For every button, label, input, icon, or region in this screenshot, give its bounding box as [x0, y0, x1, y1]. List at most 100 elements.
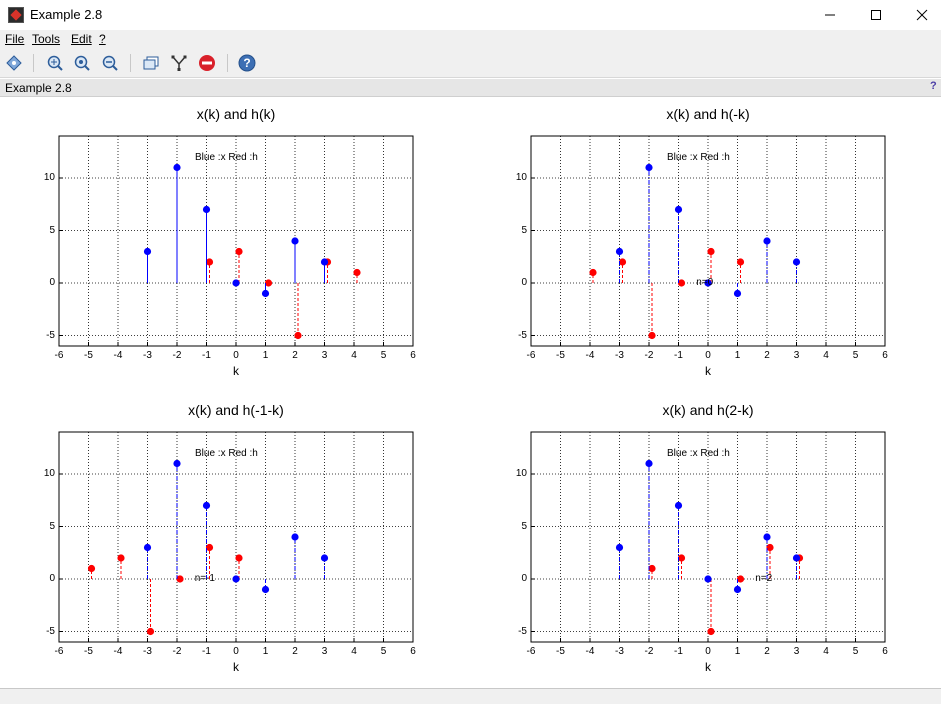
chart-2-blue-point: [704, 279, 712, 287]
chart-4-red-point: [677, 554, 686, 562]
chart-4-red-point: [766, 543, 774, 552]
minimize-button[interactable]: [807, 0, 853, 30]
help-button[interactable]: ?: [237, 53, 257, 73]
chart-2-xtick-label: -1: [674, 350, 683, 361]
chart-3-ytick-label: 10: [43, 468, 55, 479]
datatip-button[interactable]: [4, 53, 24, 73]
chart-4-xtick-label: 2: [764, 646, 770, 657]
chart-1-blue-point: [143, 247, 152, 256]
chart-2-annotation: n=0: [696, 277, 714, 288]
maximize-button[interactable]: [853, 0, 899, 30]
chart-2-xtick-label: -5: [556, 350, 565, 361]
chart-2-xtick-label: -3: [615, 350, 624, 361]
chart-1-blue-point: [320, 258, 329, 266]
chart-2-xtick-label: 1: [734, 350, 741, 361]
figure-label: Example 2.8: [5, 81, 72, 95]
chart-3-xtick-label: -4: [113, 646, 123, 657]
chart-2-ytick-label: -5: [518, 329, 527, 341]
chart-2-blue-point: [792, 258, 801, 266]
maximize-icon: [871, 10, 881, 20]
chart-3-blue-point: [232, 575, 240, 583]
chart-1-red-point: [353, 268, 361, 277]
chart-1-xtick-label: 5: [380, 350, 387, 361]
chart-2-title: x(k) and h(-k): [666, 106, 750, 122]
chart-4-red-point: [648, 564, 656, 573]
minimize-icon: [825, 14, 835, 16]
chart-4-xtick-label: -3: [615, 646, 624, 657]
chart-2-red-point: [707, 247, 715, 256]
chart-1-red-point: [294, 331, 302, 340]
chart-1-plot-area: [58, 135, 414, 347]
chart-3-red-point: [176, 575, 184, 583]
chart-1-ytick-label: 5: [49, 224, 55, 236]
chart-1-xtick-label: 0: [233, 350, 239, 361]
figure-help-link[interactable]: ?: [930, 80, 937, 92]
chart-3-red-point: [205, 543, 214, 552]
chart-4-xtick-label: 4: [823, 646, 829, 657]
chart-4-xtick-label: -5: [556, 646, 565, 657]
chart-2-xtick-label: -2: [644, 350, 654, 361]
help-icon: ?: [238, 54, 256, 72]
app-icon: [8, 7, 24, 23]
chart-3-blue-point: [173, 459, 181, 468]
chart-2-legend: Blue :x Red :h: [667, 152, 730, 163]
svg-text:?: ?: [243, 56, 250, 70]
chart-3-red-point: [235, 554, 243, 562]
zoom-grid-button[interactable]: [45, 53, 65, 73]
chart-4-xtick-label: -1: [674, 646, 683, 657]
chart-3-xtick-label: 2: [292, 646, 298, 657]
menu-edit[interactable]: Edit: [71, 32, 92, 46]
toolbar: ?: [0, 48, 941, 78]
chart-1-xtick-label: -6: [54, 350, 64, 361]
chart-2-blue-point: [674, 205, 683, 214]
figure-window-button[interactable]: [141, 53, 161, 73]
zoom-out-icon: [102, 55, 118, 71]
chart-3-title: x(k) and h(-1-k): [188, 402, 284, 418]
chart-3-red-point: [146, 627, 155, 636]
status-bar: [0, 688, 941, 704]
chart-2-xtick-label: -6: [526, 350, 536, 361]
chart-4-title: x(k) and h(2-k): [662, 402, 754, 418]
chart-4-blue-point: [763, 533, 771, 541]
chart-2-xtick-label: 2: [764, 350, 770, 361]
chart-1-xtick-label: 4: [351, 350, 357, 361]
chart-3-xtick-label: 6: [410, 646, 416, 657]
menu-bar: File Tools Edit ?: [0, 30, 941, 48]
chart-1-legend: Blue :x Red :h: [195, 152, 258, 163]
chart-2-plot-area: [530, 135, 886, 347]
chart-4-blue-point: [733, 585, 742, 594]
chart-4-blue-point: [615, 543, 624, 552]
zoom-out-button[interactable]: [100, 53, 120, 73]
chart-4-red-point: [736, 575, 745, 583]
chart-2-red-point: [648, 331, 656, 340]
chart-2-ytick-label: 10: [515, 172, 527, 183]
chart-4-xtick-label: -4: [585, 646, 595, 657]
chart-3-xtick-label: 1: [262, 646, 269, 657]
chart-3-legend: Blue :x Red :h: [195, 448, 258, 459]
chart-3-blue-point: [291, 533, 299, 541]
chart-4-legend: Blue :x Red :h: [667, 448, 730, 459]
chart-1-red-point: [205, 258, 214, 266]
chart-1-xtick-label: -2: [172, 350, 182, 361]
menu-help[interactable]: ?: [99, 32, 106, 46]
chart-3-ytick-label: -5: [46, 625, 55, 637]
chart-1-ytick-label: 10: [43, 172, 55, 183]
stop-button[interactable]: [197, 53, 217, 73]
tree-button[interactable]: [169, 53, 189, 73]
chart-3-xtick-label: 3: [321, 646, 328, 657]
chart-1-xtick-label: 2: [292, 350, 298, 361]
chart-2-blue-point: [615, 247, 624, 256]
menu-tools[interactable]: Tools: [32, 32, 61, 46]
chart-1-blue-point: [261, 289, 270, 298]
zoom-in-button[interactable]: [72, 53, 92, 73]
chart-4-xtick-label: -6: [526, 646, 536, 657]
close-button[interactable]: [899, 0, 941, 30]
chart-3-xtick-label: -2: [172, 646, 182, 657]
menu-file[interactable]: File: [5, 32, 25, 46]
chart-4-ytick-label: 0: [521, 573, 527, 584]
chart-2-xtick-label: 4: [823, 350, 829, 361]
chart-2-xtick-label: 5: [852, 350, 859, 361]
chart-3-red-point: [87, 564, 96, 573]
chart-4-xtick-label: 3: [793, 646, 800, 657]
chart-3-xtick-label: 4: [351, 646, 357, 657]
